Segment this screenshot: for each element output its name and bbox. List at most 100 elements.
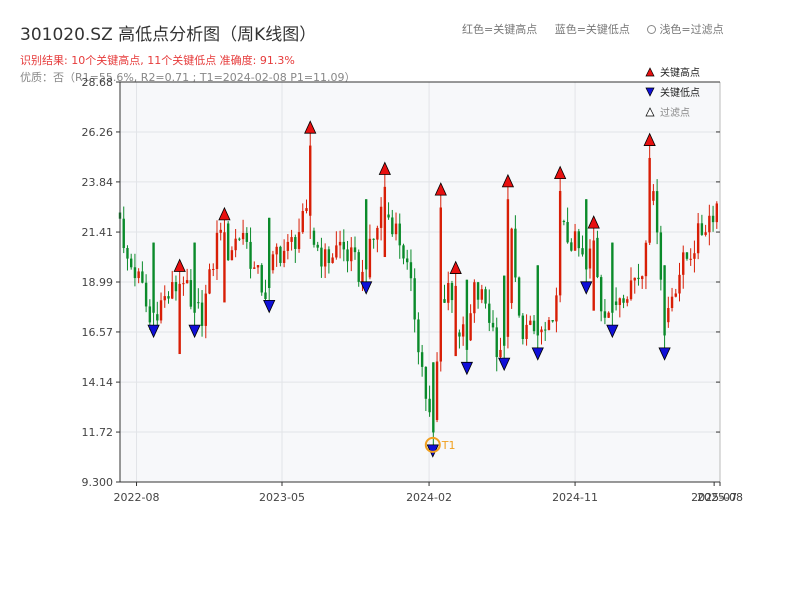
candle-body (141, 271, 144, 283)
candle-body (514, 228, 517, 278)
candle (200, 290, 204, 337)
candle (152, 242, 155, 326)
candle (480, 284, 484, 304)
candle-body (558, 190, 562, 296)
candle (667, 296, 670, 328)
candle-body (570, 242, 573, 251)
candle (171, 270, 174, 300)
candle (685, 251, 689, 261)
x-tick-label: 2025-07 (691, 491, 737, 504)
candle-body (581, 248, 584, 255)
candle-body (264, 292, 267, 299)
candle-body (364, 199, 368, 270)
candle (204, 284, 207, 339)
candle-body (323, 249, 327, 267)
candle (193, 242, 196, 326)
candle-body (502, 275, 506, 346)
candle-body (226, 223, 230, 261)
candle (320, 237, 323, 278)
candle-body (532, 320, 536, 332)
candle-body (700, 223, 704, 235)
candle-body (275, 246, 278, 255)
candle-body (417, 319, 420, 353)
candle (450, 280, 454, 313)
candle-body (200, 302, 204, 326)
candle (301, 203, 304, 234)
candle (641, 275, 644, 289)
candle (290, 229, 293, 251)
candle-body (428, 398, 431, 413)
candle-body (488, 303, 491, 323)
y-tick-label: 11.72 (82, 426, 114, 439)
candle (435, 352, 439, 423)
candle-body (667, 307, 670, 323)
chart-title: 301020.SZ 高低点分析图（周K线图） (20, 25, 317, 45)
candle-body (566, 221, 569, 243)
candle (238, 237, 241, 242)
candle (305, 199, 308, 214)
candle (693, 240, 696, 273)
candle (458, 329, 461, 349)
y-tick-label: 21.41 (82, 226, 114, 239)
candle (327, 246, 331, 274)
candle-body (674, 293, 677, 297)
candle (484, 286, 487, 309)
candle (544, 321, 547, 341)
candle (629, 267, 633, 301)
x-tick-label: 2023-05 (259, 491, 305, 504)
candle (353, 236, 357, 260)
candle (342, 229, 346, 262)
candle-body (641, 276, 644, 280)
candle-body (450, 282, 454, 301)
candles (118, 133, 719, 445)
candle-body (461, 324, 465, 337)
candle-body (670, 296, 674, 308)
key-high-marker (643, 132, 656, 146)
candle-body (525, 324, 528, 340)
key-high-marker (587, 215, 600, 229)
candle (603, 299, 607, 325)
candle-body (458, 332, 461, 337)
candle-body (286, 241, 290, 251)
key-high-marker (501, 173, 515, 188)
candle-body (689, 258, 692, 260)
candle-body (309, 145, 312, 216)
candle-body (424, 366, 428, 399)
candle-body (611, 242, 614, 313)
candle-body (529, 320, 532, 325)
candle (275, 243, 278, 267)
key-high-marker (173, 258, 186, 272)
candle (282, 239, 286, 268)
key-low-marker (188, 324, 201, 339)
markers: T1 (147, 120, 671, 458)
candle (517, 276, 521, 318)
candle-body (204, 293, 207, 326)
candle (126, 245, 129, 271)
candle-body (596, 237, 599, 278)
candle (286, 234, 290, 260)
candle (562, 219, 566, 226)
candle-body (659, 232, 663, 280)
candle-body (137, 271, 140, 279)
candle (212, 263, 215, 277)
candle (469, 304, 472, 342)
candle (335, 231, 338, 260)
y-tick-label: 16.57 (82, 326, 114, 339)
candle-body (648, 157, 651, 243)
quality-summary: 优质：否（R1=55.6%, R2=0.71 ; T1=2024-02-08 P… (20, 71, 356, 84)
key-low-marker (460, 361, 474, 376)
x-tick-label: 2025-08 (697, 491, 743, 504)
candle-body (454, 285, 457, 357)
candle (178, 271, 181, 355)
key-low-marker (147, 324, 160, 339)
candle (536, 265, 539, 348)
candle-body (633, 277, 636, 281)
candle-body (279, 246, 282, 263)
candle (454, 273, 457, 357)
candle-body (152, 242, 155, 313)
candle-body (182, 283, 185, 285)
x-tick-label: 2024-02 (406, 491, 452, 504)
candle-body (223, 232, 226, 303)
candle (674, 288, 677, 298)
